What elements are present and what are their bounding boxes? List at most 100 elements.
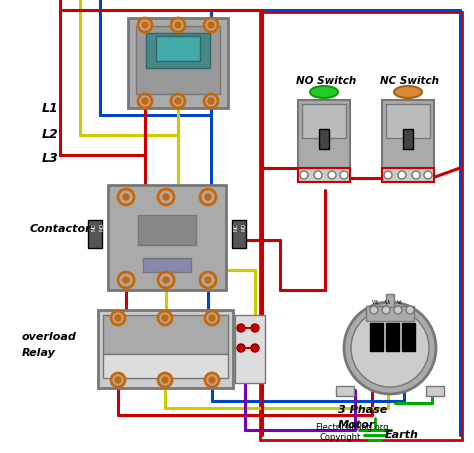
Circle shape <box>300 171 308 179</box>
Text: NC: NC <box>234 223 238 231</box>
Circle shape <box>162 315 168 321</box>
Text: Relay: Relay <box>22 348 56 358</box>
Text: 3 Phase: 3 Phase <box>338 405 387 415</box>
Circle shape <box>162 377 168 383</box>
Circle shape <box>175 22 181 28</box>
Circle shape <box>204 94 218 108</box>
Circle shape <box>340 171 348 179</box>
Circle shape <box>204 18 218 32</box>
Circle shape <box>251 344 259 352</box>
Circle shape <box>115 315 121 321</box>
Polygon shape <box>386 294 394 307</box>
Circle shape <box>209 315 215 321</box>
Polygon shape <box>319 129 329 149</box>
Ellipse shape <box>310 86 338 98</box>
Circle shape <box>123 194 129 200</box>
Polygon shape <box>138 215 196 245</box>
Circle shape <box>138 94 152 108</box>
Circle shape <box>344 302 436 394</box>
Circle shape <box>158 189 174 205</box>
Circle shape <box>384 171 392 179</box>
Polygon shape <box>403 129 413 149</box>
Polygon shape <box>103 315 228 354</box>
Circle shape <box>171 94 185 108</box>
Polygon shape <box>298 168 350 182</box>
Polygon shape <box>366 306 414 321</box>
Circle shape <box>115 377 121 383</box>
Circle shape <box>123 277 129 283</box>
Text: Electricalblog.org: Electricalblog.org <box>315 423 389 432</box>
Text: NO: NO <box>100 223 104 231</box>
Text: L2: L2 <box>42 128 59 141</box>
Text: L1: L1 <box>42 102 59 115</box>
Polygon shape <box>128 18 228 108</box>
Text: Copyright: Copyright <box>320 433 361 442</box>
Polygon shape <box>298 100 350 168</box>
Circle shape <box>314 171 322 179</box>
Circle shape <box>158 311 172 325</box>
Polygon shape <box>136 26 220 94</box>
Ellipse shape <box>394 86 422 98</box>
Polygon shape <box>336 386 354 396</box>
Text: overload: overload <box>22 332 77 342</box>
Circle shape <box>208 98 214 104</box>
Circle shape <box>138 18 152 32</box>
Text: NO: NO <box>241 223 246 231</box>
Text: NC: NC <box>91 223 97 231</box>
Polygon shape <box>235 315 265 383</box>
Circle shape <box>351 309 429 387</box>
Circle shape <box>394 306 402 314</box>
Circle shape <box>118 272 134 288</box>
Circle shape <box>163 194 169 200</box>
Circle shape <box>424 171 432 179</box>
Circle shape <box>328 171 336 179</box>
Polygon shape <box>232 220 246 248</box>
Circle shape <box>175 98 181 104</box>
Circle shape <box>237 324 245 332</box>
Circle shape <box>208 22 214 28</box>
Circle shape <box>382 306 390 314</box>
Circle shape <box>406 306 414 314</box>
Text: Contactor: Contactor <box>30 224 91 234</box>
Circle shape <box>171 18 185 32</box>
Text: Motor: Motor <box>338 420 375 430</box>
Polygon shape <box>302 104 346 138</box>
Circle shape <box>158 272 174 288</box>
Text: W₁: W₁ <box>372 299 380 304</box>
Text: NC Switch: NC Switch <box>380 76 439 86</box>
Circle shape <box>205 311 219 325</box>
Text: NO Switch: NO Switch <box>296 76 356 86</box>
Polygon shape <box>156 36 200 61</box>
Circle shape <box>412 171 420 179</box>
Circle shape <box>209 377 215 383</box>
Circle shape <box>163 277 169 283</box>
Circle shape <box>118 189 134 205</box>
Text: U₁: U₁ <box>385 299 391 304</box>
Polygon shape <box>382 168 434 182</box>
Circle shape <box>205 277 211 283</box>
Circle shape <box>370 306 378 314</box>
Polygon shape <box>146 33 210 68</box>
Polygon shape <box>382 100 434 168</box>
Circle shape <box>142 22 148 28</box>
Polygon shape <box>386 104 430 138</box>
Circle shape <box>158 373 172 387</box>
Circle shape <box>205 194 211 200</box>
Polygon shape <box>402 323 415 351</box>
Polygon shape <box>103 354 228 378</box>
Circle shape <box>142 98 148 104</box>
Circle shape <box>251 324 259 332</box>
Circle shape <box>205 373 219 387</box>
Circle shape <box>111 311 125 325</box>
Polygon shape <box>98 310 233 388</box>
Text: L3: L3 <box>42 152 59 165</box>
Circle shape <box>200 272 216 288</box>
Circle shape <box>398 171 406 179</box>
Circle shape <box>237 344 245 352</box>
Polygon shape <box>88 220 102 248</box>
Polygon shape <box>370 323 383 351</box>
Text: Earth: Earth <box>385 430 419 440</box>
Circle shape <box>111 373 125 387</box>
Circle shape <box>200 189 216 205</box>
Polygon shape <box>108 185 226 290</box>
